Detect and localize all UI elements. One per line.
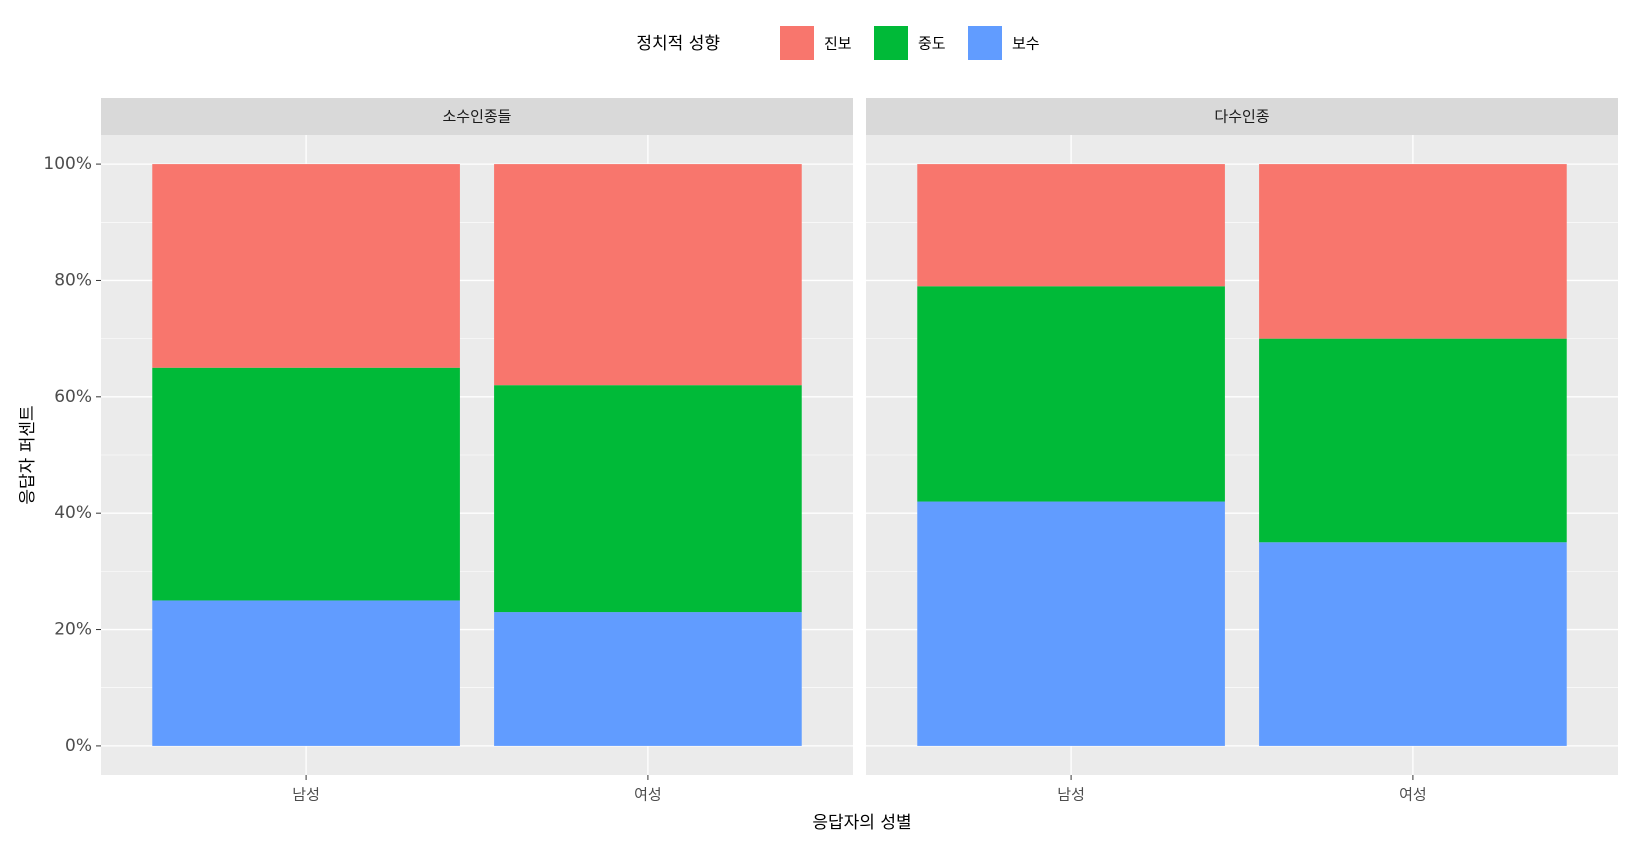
bar-segment <box>1259 542 1567 746</box>
y-axis-title: 응답자 퍼센트 <box>18 405 38 504</box>
y-tick-label: 60% <box>54 387 92 407</box>
strip-label: 다수인종 <box>1214 108 1269 126</box>
bar-segment <box>494 612 802 746</box>
x-tick-label: 여성 <box>1399 786 1427 804</box>
legend-label: 보수 <box>1012 35 1040 53</box>
legend-title: 정치적 성향 <box>636 34 720 54</box>
y-tick-label: 80% <box>54 270 92 290</box>
bar-segment <box>1259 338 1567 543</box>
x-tick-label: 남성 <box>1057 786 1085 804</box>
bar-segment <box>1259 164 1567 339</box>
x-tick-label: 남성 <box>292 786 320 804</box>
legend-swatch <box>874 26 908 60</box>
legend-label: 진보 <box>824 35 852 53</box>
strip <box>101 98 853 135</box>
y-tick-label: 20% <box>54 620 92 640</box>
bar-segment <box>917 164 1225 287</box>
bar-segment <box>494 164 802 386</box>
bar-segment <box>152 600 460 746</box>
x-axis-title: 응답자의 성별 <box>812 813 911 833</box>
bar-segment <box>494 385 802 613</box>
y-tick-label: 40% <box>54 503 92 523</box>
legend-swatch <box>780 26 814 60</box>
bar-segment <box>152 367 460 601</box>
x-tick-label: 여성 <box>634 786 662 804</box>
strip <box>866 98 1618 135</box>
legend-swatch <box>968 26 1002 60</box>
bar-segment <box>152 164 460 368</box>
bar-segment <box>917 501 1225 746</box>
y-tick-label: 0% <box>65 736 92 756</box>
bar-segment <box>917 286 1225 502</box>
strip-label: 소수인종들 <box>442 108 511 126</box>
legend-label: 중도 <box>918 35 946 53</box>
y-tick-label: 100% <box>43 154 92 174</box>
